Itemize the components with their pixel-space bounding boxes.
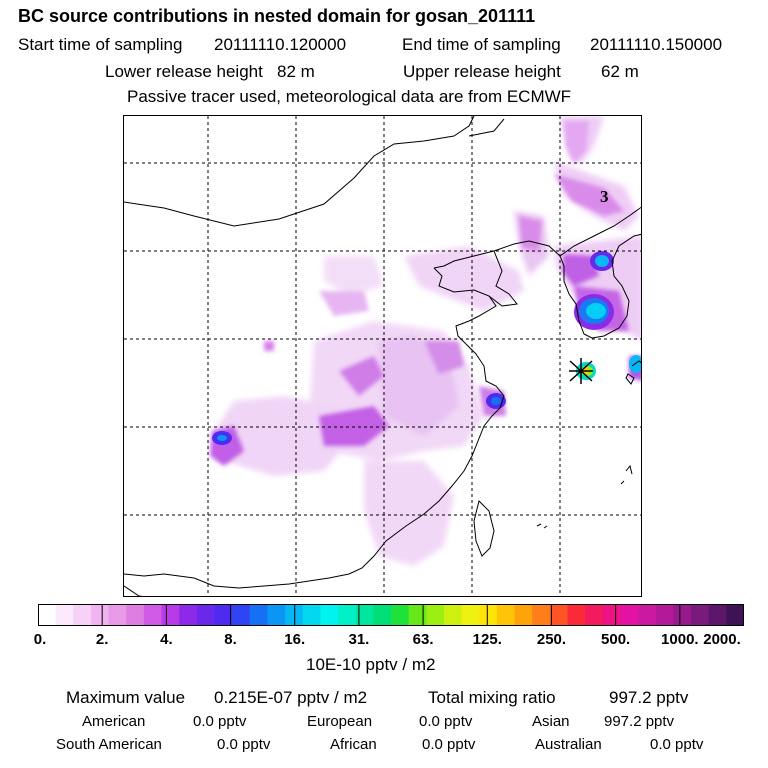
colorbar-tick-label: 1000. — [661, 631, 699, 648]
colorbar-cell — [443, 604, 463, 626]
colorbar-cell — [302, 604, 321, 626]
colorbar-border — [38, 604, 744, 626]
colorbar-cell — [143, 604, 163, 626]
colorbar — [38, 604, 744, 626]
australian-value: 0.0 pptv — [650, 736, 704, 753]
colorbar-cell — [161, 604, 180, 626]
south-american-value: 0.0 pptv — [217, 736, 271, 753]
colorbar-cell — [479, 604, 498, 626]
colorbar-cell — [726, 604, 744, 626]
start-time-value: 20111110.120000 — [214, 35, 347, 54]
colorbar-cell — [90, 604, 110, 626]
african-value: 0.0 pptv — [422, 736, 476, 753]
american-label: American — [82, 713, 146, 730]
asian-value: 997.2 pptv — [604, 713, 675, 730]
colorbar-cell — [355, 604, 374, 626]
colorbar-tick-label: 125. — [472, 631, 502, 648]
end-time-value: 20111110.150000 — [590, 35, 723, 54]
colorbar-cell — [126, 604, 145, 626]
colorbar-cell — [691, 604, 710, 626]
plume-light — [214, 116, 641, 566]
south-american-label: South American — [56, 736, 162, 753]
colorbar-cell — [179, 604, 198, 626]
american-value: 0.0 pptv — [193, 713, 247, 730]
colorbar-cell — [55, 604, 74, 626]
asian-label: Asian — [532, 713, 570, 730]
plot-title: BC source contributions in nested domain… — [18, 6, 536, 26]
colorbar-tick-label: 2000. — [703, 631, 741, 648]
colorbar-cell — [320, 604, 339, 626]
colorbar-cell — [585, 604, 604, 626]
australian-label: Australian — [535, 736, 602, 753]
map-panel: 3 — [123, 115, 642, 597]
colorbar-cell — [496, 604, 516, 626]
model-note: Passive tracer used, meteorological data… — [127, 87, 572, 106]
lat-lon-grid — [124, 116, 641, 596]
max-value-label: Maximum value — [66, 688, 186, 707]
colorbar-cell — [549, 604, 568, 626]
total-mixing-value: 997.2 pptv — [609, 688, 689, 707]
colorbar-cell — [232, 604, 251, 626]
colorbar-cell — [249, 604, 268, 626]
colorbar-cell — [708, 604, 727, 626]
colorbar-cell — [638, 604, 657, 626]
release-count-label: 3 — [600, 187, 609, 206]
colorbar-cell — [602, 604, 621, 626]
colorbar-cell — [514, 604, 533, 626]
start-time-label: Start time of sampling — [18, 35, 183, 54]
max-value: 0.215E-07 pptv / m2 — [214, 688, 368, 707]
colorbar-tick-label: 63. — [412, 631, 434, 648]
colorbar-cell — [196, 604, 215, 626]
colorbar-tick-label: 31. — [348, 631, 370, 648]
colorbar-cell — [285, 604, 304, 626]
colorbar-cell — [461, 604, 480, 626]
source-contribution-map: 3 — [124, 116, 641, 596]
colorbar-cell — [38, 604, 57, 626]
colorbar-cell — [391, 604, 410, 626]
colorbar-tick-label: 8. — [224, 631, 237, 648]
colorbar-cell — [620, 604, 639, 626]
african-label: African — [330, 736, 377, 753]
colorbar-cell — [673, 604, 692, 626]
colorbar-cell — [338, 604, 357, 626]
colorbar-cell — [655, 604, 674, 626]
colorbar-cell — [426, 604, 445, 626]
lower-height-label: Lower release height — [105, 62, 263, 81]
receptor-marker — [569, 358, 593, 384]
colorbar-cell — [373, 604, 392, 626]
colorbar-tick-label: 500. — [601, 631, 631, 648]
colorbar-units: 10E-10 pptv / m2 — [306, 655, 436, 674]
coastlines — [124, 116, 641, 596]
colorbar-tick-label: 2. — [95, 631, 109, 648]
colorbar-cell — [532, 604, 551, 626]
upper-height-label: Upper release height — [403, 62, 561, 81]
european-label: European — [307, 713, 373, 730]
colorbar-cell — [567, 604, 586, 626]
total-mixing-label: Total mixing ratio — [428, 688, 556, 707]
european-value: 0.0 pptv — [419, 713, 473, 730]
colorbar-cell — [214, 604, 233, 626]
colorbar-tick-label: 16. — [284, 631, 306, 648]
colorbar-tick-label: 0. — [33, 631, 47, 648]
colorbar-cell — [267, 604, 286, 626]
end-time-label: End time of sampling — [402, 35, 561, 54]
colorbar-cell — [108, 604, 127, 626]
colorbar-tick-label: 250. — [536, 631, 567, 648]
upper-height-value: 62 m — [601, 62, 639, 81]
colorbar-cell — [408, 604, 427, 626]
colorbar-tick-label: 4. — [160, 631, 173, 648]
lower-height-value: 82 m — [277, 62, 315, 81]
colorbar-cell — [73, 604, 92, 626]
